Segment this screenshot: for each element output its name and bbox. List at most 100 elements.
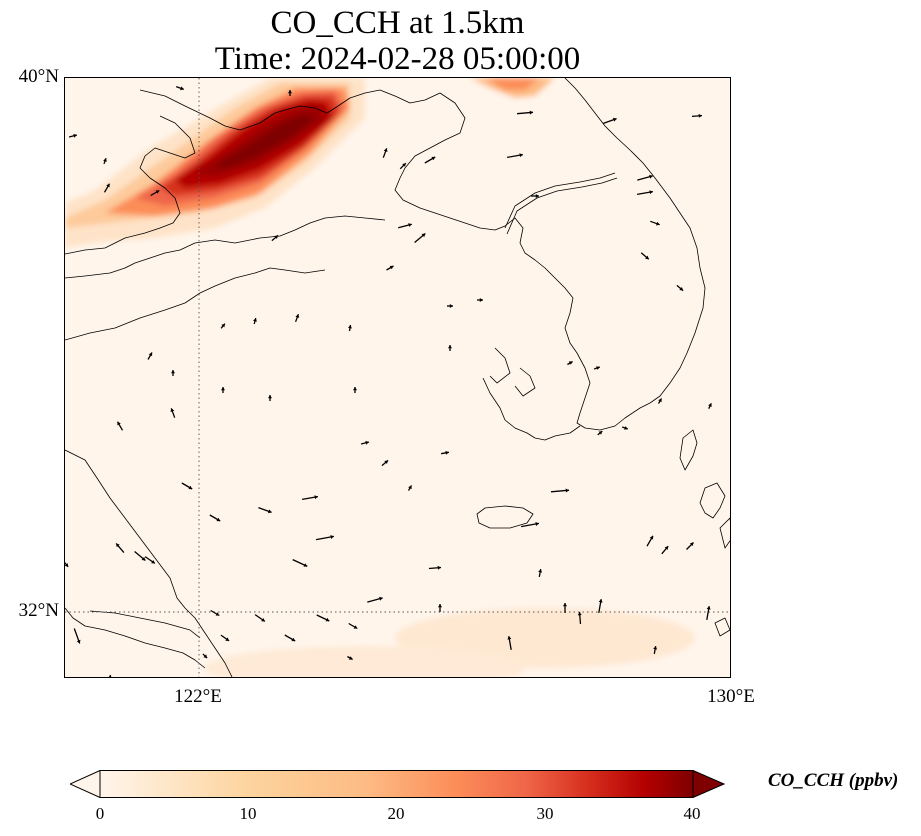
colorbar: [68, 769, 726, 799]
wind-vector-head: [653, 646, 658, 650]
wind-vector-head: [155, 190, 160, 194]
wind-vector-head: [448, 345, 452, 349]
wind-vector-head: [445, 450, 449, 455]
wind-vector-head: [221, 387, 225, 391]
wind-vector-head: [267, 509, 272, 514]
colorbar-tick-30: 30: [536, 804, 554, 823]
map-time: Time: 2024-02-28 05:00:00: [214, 41, 581, 77]
lon-label-122e: 122°E: [174, 686, 222, 707]
wind-vector-head: [408, 485, 412, 490]
wind-vector-head: [383, 148, 388, 152]
wind-vector-head: [225, 637, 230, 641]
wind-vector-head: [203, 654, 208, 659]
wind-vector-head: [365, 440, 369, 445]
wind-vector-head: [261, 618, 265, 622]
wind-vector-head: [389, 265, 394, 270]
wind-vector-head: [170, 408, 175, 412]
wind-vector-head: [438, 604, 442, 608]
wind-vector-head: [303, 563, 308, 567]
wind-vector-head: [221, 323, 225, 328]
wind-vector-head: [325, 617, 330, 622]
map-panel: [64, 77, 731, 678]
wind-vector-head: [76, 639, 81, 644]
wind-vector-head: [598, 431, 603, 435]
wind-vector-head: [103, 158, 107, 162]
wind-vector-head: [519, 153, 523, 158]
co-heatmap: [65, 78, 730, 677]
wind-vector-head: [148, 352, 153, 357]
wind-vector-head: [188, 485, 193, 490]
wind-vector-head: [116, 543, 120, 548]
wind-vector-head: [689, 542, 694, 547]
wind-vector-head: [535, 194, 539, 198]
wind-vector-head: [384, 460, 389, 464]
wind-vector-head: [353, 625, 358, 629]
wind-vector-head: [141, 556, 146, 561]
wind-vector-head: [535, 522, 539, 526]
wind-vector-head: [431, 156, 436, 161]
wind-vector-head: [314, 495, 318, 500]
wind-vector-head: [73, 133, 77, 138]
wind-vector-head: [330, 535, 334, 539]
wind-vector-head: [449, 304, 453, 308]
wind-vector-head: [698, 113, 702, 118]
wind-vector-head: [507, 636, 512, 640]
colorbar-extend-max: [692, 769, 726, 799]
wind-vector-head: [348, 325, 352, 329]
colorbar-tick-20: 20: [387, 804, 405, 823]
wind-vector-head: [649, 535, 654, 540]
wind-vector-head: [402, 163, 406, 167]
colorbar-label: CO_CCH (ppbv): [768, 770, 899, 791]
colorbar-gradient: [99, 770, 694, 798]
wind-vector-head: [274, 235, 279, 239]
wind-vector-head: [288, 90, 292, 94]
wind-vector-head: [268, 395, 272, 399]
wind-vector-head: [437, 565, 441, 570]
map-title: CO_CCH at 1.5km: [270, 5, 525, 41]
gridlines: [65, 78, 730, 677]
wind-vector-head: [577, 612, 582, 616]
wind-vector-head: [151, 560, 155, 564]
wind-vector-head: [65, 563, 69, 567]
wind-vector-head: [645, 255, 649, 260]
wind-vector-head: [664, 546, 669, 550]
wind-vector-head: [624, 426, 628, 430]
colorbar-tick-0: 0: [95, 804, 105, 823]
wind-vector-head: [421, 233, 426, 238]
wind-vector-head: [253, 318, 257, 322]
wind-vector-head: [658, 398, 662, 403]
wind-vector-head: [353, 387, 357, 391]
colorbar-tick-10: 10: [239, 804, 257, 823]
wind-vector-head: [408, 223, 412, 227]
wind-vector-head: [117, 421, 121, 426]
wind-vector-head: [598, 599, 603, 603]
lon-label-130e: 130°E: [707, 686, 755, 707]
lat-label-40n: 40°N: [18, 66, 59, 87]
wind-vectors: [65, 85, 712, 677]
wind-vector-head: [291, 637, 296, 642]
wind-vector-head: [106, 183, 110, 188]
wind-vector-head: [479, 298, 483, 302]
wind-vector-head: [565, 488, 569, 493]
wind-vector-head: [295, 314, 300, 318]
wind-vector-head: [649, 190, 653, 195]
wind-vector-head: [379, 596, 383, 601]
wind-vector-head: [529, 110, 533, 115]
lat-label-32n: 32°N: [18, 600, 59, 621]
wind-vector-head: [568, 361, 573, 365]
colorbar-extend-min: [68, 769, 101, 799]
wind-vector-head: [706, 606, 711, 610]
wind-vector-head: [563, 603, 567, 607]
wind-vector-head: [596, 366, 600, 370]
wind-vector-head: [679, 287, 684, 291]
wind-vector-head: [708, 403, 712, 407]
wind-vector-head: [649, 174, 653, 179]
wind-vector-head: [171, 370, 175, 374]
wind-vector-head: [348, 656, 353, 660]
coastlines: [65, 78, 730, 677]
wind-vector-head: [656, 221, 660, 226]
wind-vector-head: [216, 517, 221, 522]
wind-vector-head: [612, 117, 617, 122]
wind-vector-head: [538, 569, 543, 573]
wind-vector-head: [108, 675, 112, 677]
